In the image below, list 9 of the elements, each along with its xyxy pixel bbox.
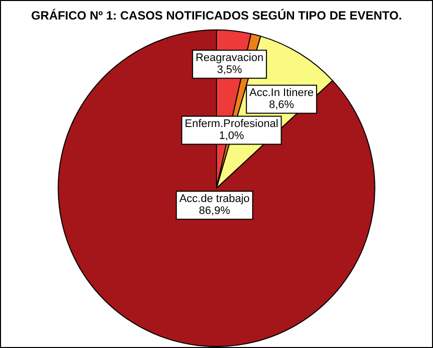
slice-label: Enferm.Profesional [184, 118, 278, 130]
data-label: 8,6% [268, 99, 294, 112]
data-label: 86,9% [198, 205, 230, 218]
data-label: 3,5% [216, 64, 242, 76]
slice-label: Acc.de trabajo [179, 193, 250, 206]
data-label: 1,0% [218, 130, 244, 142]
slice-label: Acc.In Itinere [249, 87, 314, 100]
slice-label: Reagravacion [196, 52, 264, 64]
chart-title: GRÁFICO Nº 1: CASOS NOTIFICADOS SEGÚN TIPO DE EVENTO. [31, 8, 402, 23]
